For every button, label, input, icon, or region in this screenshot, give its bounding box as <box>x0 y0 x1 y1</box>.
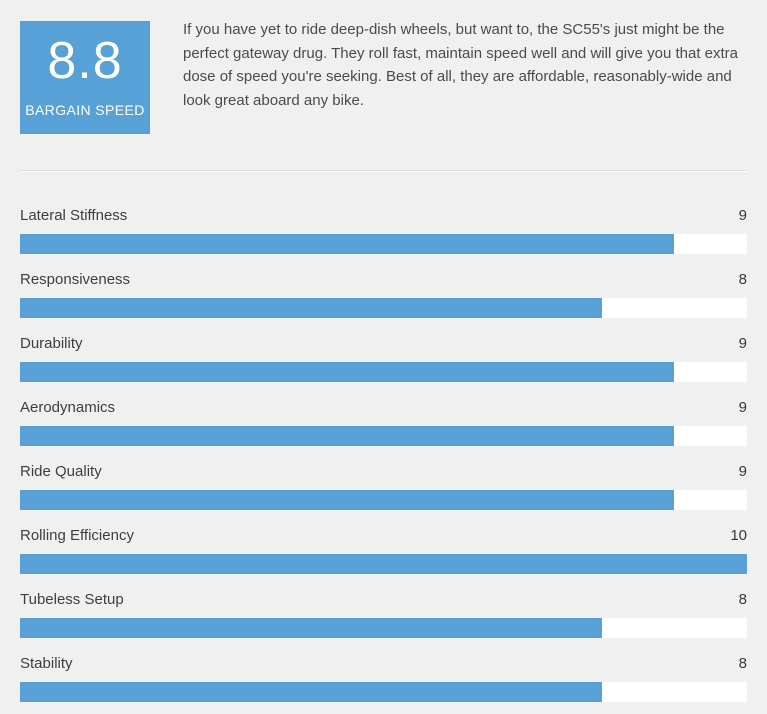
rating-bar-track <box>20 618 747 638</box>
rating-bar-track <box>20 362 747 382</box>
rating-bar-track <box>20 426 747 446</box>
rating-head: Responsiveness 8 <box>20 269 747 291</box>
rating-bar-fill <box>20 234 675 254</box>
rating-label: Stability <box>20 655 73 672</box>
rating-head: Stability 8 <box>20 653 747 675</box>
rating-head: Lateral Stiffness 9 <box>20 205 747 227</box>
rating-label: Rolling Efficiency <box>20 527 134 544</box>
rating-bar-track <box>20 554 747 574</box>
rating-bar-fill <box>20 298 602 318</box>
rating-row: Durability 9 <box>20 333 747 382</box>
rating-bar-fill <box>20 490 675 510</box>
rating-bar-fill <box>20 618 602 638</box>
rating-bar-track <box>20 298 747 318</box>
rating-head: Rolling Efficiency 10 <box>20 525 747 547</box>
rating-bar-track <box>20 490 747 510</box>
rating-row: Ride Quality 9 <box>20 461 747 510</box>
score-value: 8.8 <box>47 32 123 90</box>
rating-row: Aerodynamics 9 <box>20 397 747 446</box>
rating-value: 8 <box>738 591 747 608</box>
section-divider <box>20 170 747 172</box>
rating-label: Ride Quality <box>20 463 102 480</box>
rating-row: Rolling Efficiency 10 <box>20 525 747 574</box>
rating-value: 8 <box>738 655 747 672</box>
ratings-list: Lateral Stiffness 9 Responsiveness 8 Dur… <box>20 205 747 702</box>
rating-row: Lateral Stiffness 9 <box>20 205 747 254</box>
rating-head: Tubeless Setup 8 <box>20 589 747 611</box>
rating-value: 10 <box>730 527 747 544</box>
rating-bar-fill <box>20 426 675 446</box>
rating-row: Stability 8 <box>20 653 747 702</box>
rating-bar-track <box>20 682 747 702</box>
rating-label: Tubeless Setup <box>20 591 124 608</box>
rating-value: 9 <box>738 335 747 352</box>
rating-value: 9 <box>738 399 747 416</box>
rating-value: 9 <box>738 463 747 480</box>
rating-label: Durability <box>20 335 83 352</box>
rating-row: Tubeless Setup 8 <box>20 589 747 638</box>
rating-bar-fill <box>20 554 747 574</box>
score-box: 8.8 BARGAIN SPEED <box>20 21 150 134</box>
review-summary: If you have yet to ride deep-dish wheels… <box>183 21 739 109</box>
rating-value: 9 <box>738 207 747 224</box>
rating-bar-fill <box>20 362 675 382</box>
rating-label: Lateral Stiffness <box>20 207 128 224</box>
rating-head: Ride Quality 9 <box>20 461 747 483</box>
review-header: 8.8 BARGAIN SPEED If you have yet to rid… <box>20 18 747 134</box>
rating-bar-track <box>20 234 747 254</box>
rating-row: Responsiveness 8 <box>20 269 747 318</box>
score-label: BARGAIN SPEED <box>25 102 145 118</box>
rating-head: Durability 9 <box>20 333 747 355</box>
rating-value: 8 <box>738 271 747 288</box>
rating-head: Aerodynamics 9 <box>20 397 747 419</box>
rating-label: Aerodynamics <box>20 399 116 416</box>
rating-label: Responsiveness <box>20 271 131 288</box>
rating-bar-fill <box>20 682 602 702</box>
